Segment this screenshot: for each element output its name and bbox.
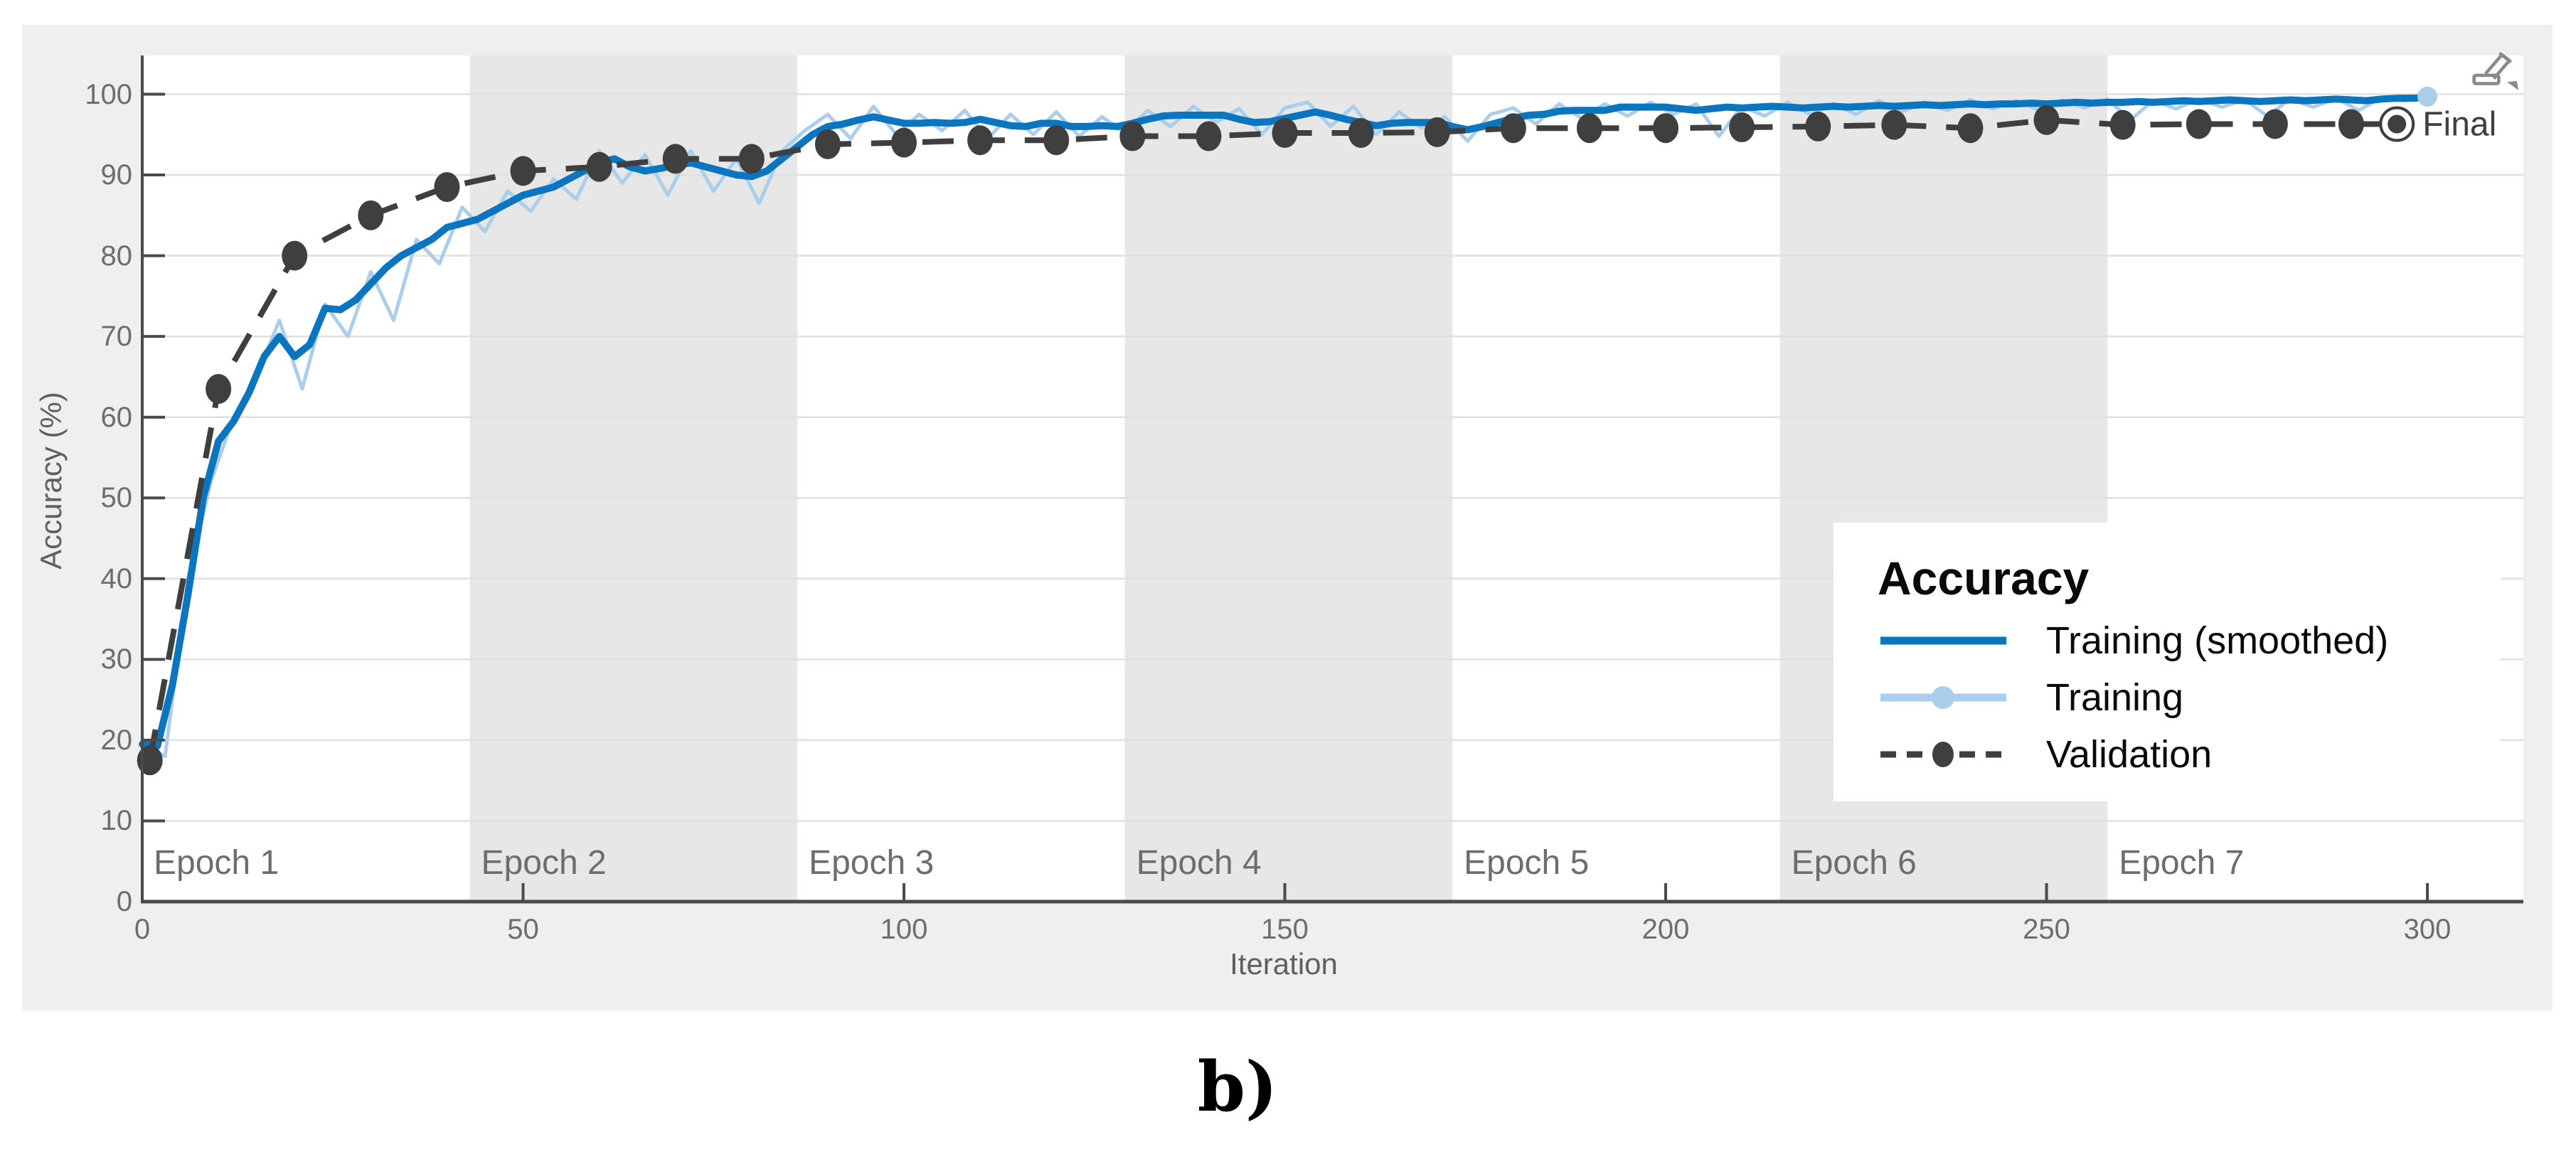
epoch-label: Epoch 6 [1791,844,1917,882]
x-tick-label: 150 [1261,914,1309,945]
epoch-label: Epoch 4 [1136,844,1262,882]
legend-label: Training [2046,676,2184,719]
y-tick-label: 0 [116,886,132,917]
x-axis-title: Iteration [1230,947,1338,981]
training-line-swatch-icon [1880,686,2006,709]
x-tick-label: 50 [507,914,539,945]
final-annotation-label: Final [2422,106,2496,144]
epoch-label: Epoch 7 [2119,844,2245,882]
axes [141,55,2523,904]
x-tick-label: 100 [880,914,928,945]
legend: Accuracy Training (smoothed) Training Va… [1833,523,2501,801]
y-tick-label: 50 [100,482,133,514]
legend-label: Training (smoothed) [2046,619,2389,662]
epoch-label: Epoch 1 [154,844,280,882]
y-tick-label: 80 [100,240,133,272]
y-tick-label: 40 [100,562,133,594]
y-tick-label: 100 [85,78,132,110]
legend-title: Accuracy [1878,552,2090,604]
y-tick-label: 30 [100,644,133,676]
figure-caption: b) [1197,1047,1278,1127]
export-plot-icon[interactable] [2471,47,2523,94]
x-tick-label: 250 [2023,914,2070,945]
validation-line-swatch-icon [1880,742,2006,767]
legend-entry-validation: Validation [1878,726,2501,783]
y-tick-label: 70 [100,321,133,353]
training-smoothed-line-swatch-icon [1880,636,2006,645]
y-tick-label: 20 [100,724,133,756]
epoch-label: Epoch 5 [1464,844,1590,882]
x-tick-label: 0 [134,914,151,945]
y-tick-label: 10 [100,805,133,837]
legend-entry-training: Training [1878,669,2501,726]
gridlines [142,93,2523,822]
legend-entry-training-smoothed: Training (smoothed) [1878,612,2501,669]
y-tick-label: 90 [100,159,133,191]
y-tick-label: 60 [100,401,133,433]
validation-markers [137,86,2438,776]
x-tick-label: 200 [1641,914,1690,945]
x-tick-label: 300 [2403,914,2452,945]
epoch-label: Epoch 2 [481,844,607,882]
epoch-label: Epoch 3 [809,844,935,882]
legend-label: Validation [2046,733,2213,776]
y-axis-title: Accuracy (%) [34,392,68,570]
